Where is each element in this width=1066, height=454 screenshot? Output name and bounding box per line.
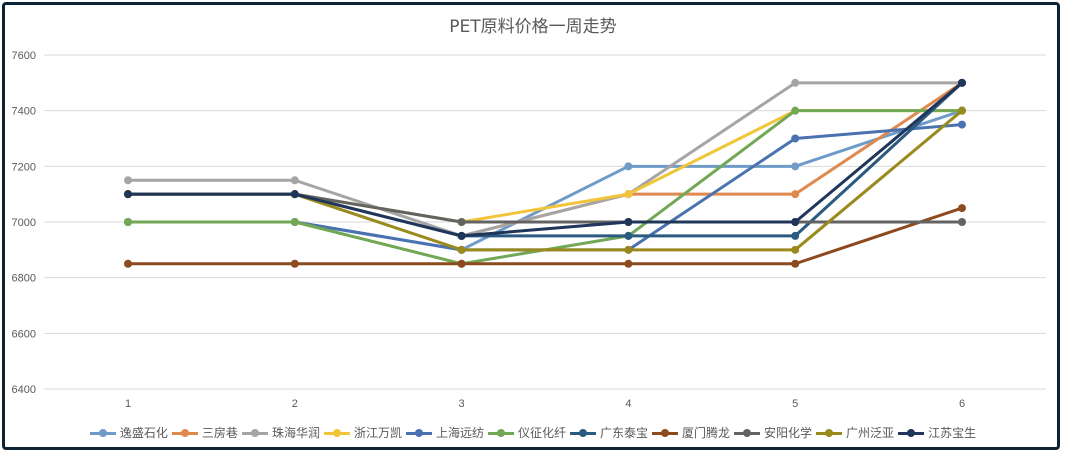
- data-point-marker: [290, 190, 299, 199]
- legend-line-marker-icon: [652, 428, 679, 438]
- legend-item: 珠海华润: [241, 424, 320, 441]
- series-line: [124, 120, 966, 254]
- legend-label: 厦门腾龙: [682, 426, 731, 440]
- legend-line-marker-icon: [405, 428, 432, 438]
- legend-line-marker-icon: [816, 428, 843, 438]
- legend-item: 浙江万凯: [323, 424, 402, 441]
- legend-line-marker-icon: [89, 428, 116, 438]
- x-tick-label: 5: [792, 398, 798, 410]
- legend-line-marker-icon: [323, 428, 350, 438]
- data-point-marker: [457, 231, 466, 240]
- legend-line-marker-icon: [241, 428, 268, 438]
- data-point-marker: [124, 218, 132, 226]
- data-point-marker: [791, 106, 800, 115]
- y-tick-label: 6400: [12, 384, 36, 396]
- legend-item: 上海远纺: [405, 424, 484, 441]
- legend-item: 仪征化纤: [487, 424, 566, 441]
- data-point-marker: [290, 176, 299, 185]
- legend-item: 逸盛石化: [89, 424, 168, 441]
- legend-line-marker-icon: [487, 428, 514, 438]
- x-tick-label: 1: [125, 398, 131, 410]
- legend-label: 逸盛石化: [119, 426, 168, 440]
- legend-label: 仪征化纤: [517, 426, 566, 440]
- legend-label: 珠海华润: [271, 426, 320, 440]
- data-point-marker: [791, 218, 800, 226]
- series-line: [124, 204, 966, 268]
- data-point-marker: [624, 162, 633, 171]
- data-point-marker: [624, 218, 633, 226]
- data-point-marker: [624, 245, 633, 254]
- data-point-marker: [791, 162, 800, 171]
- data-point-marker: [457, 245, 466, 254]
- series-line: [124, 106, 966, 268]
- data-point-marker: [791, 78, 800, 87]
- series-line: [124, 78, 966, 240]
- chart-title: PET原料价格一周走势: [449, 17, 617, 37]
- data-point-marker: [624, 259, 633, 268]
- y-tick-label: 7000: [12, 217, 36, 229]
- legend-item: 江苏宝生: [898, 424, 976, 441]
- data-point-marker: [958, 120, 966, 129]
- y-tick-label: 7600: [12, 50, 36, 62]
- legend-label: 上海远纺: [435, 426, 484, 440]
- data-point-marker: [958, 204, 966, 213]
- data-point-marker: [124, 176, 132, 185]
- legend-item: 安阳化学: [734, 424, 812, 441]
- legend-label: 广州泛亚: [846, 426, 895, 440]
- y-tick-label: 7200: [12, 161, 36, 173]
- data-point-marker: [791, 134, 800, 143]
- legend-label: 三房巷: [201, 426, 238, 440]
- legend-label: 浙江万凯: [353, 426, 402, 440]
- data-point-marker: [958, 78, 966, 87]
- x-tick-label: 2: [292, 398, 298, 410]
- legend-item: 广州泛亚: [816, 424, 894, 441]
- data-point-marker: [624, 190, 633, 199]
- data-point-marker: [791, 190, 800, 199]
- legend-item: 厦门腾龙: [652, 424, 730, 441]
- data-point-marker: [958, 106, 966, 115]
- y-tick-label: 7400: [12, 106, 36, 118]
- legend-label: 广东泰宝: [600, 426, 649, 440]
- legend-line-marker-icon: [570, 428, 596, 438]
- legend-label: 安阳化学: [764, 426, 813, 440]
- data-point-marker: [124, 190, 132, 199]
- legend-line-marker-icon: [171, 428, 198, 438]
- data-point-marker: [791, 245, 800, 254]
- data-point-marker: [290, 259, 299, 268]
- data-point-marker: [958, 218, 966, 226]
- chart-legend: 逸盛石化 三房巷 珠海华润 浙江万凯 上海远纺 仪征化纤 广东泰宝 厦门腾龙 安阳化学 广州泛亚 江…: [0, 424, 1066, 441]
- data-point-marker: [457, 218, 466, 226]
- data-point-marker: [791, 231, 800, 240]
- y-tick-label: 6600: [12, 328, 36, 340]
- legend-line-marker-icon: [898, 428, 925, 438]
- legend-item: 广东泰宝: [570, 424, 648, 441]
- legend-item: 三房巷: [171, 424, 238, 441]
- data-point-marker: [290, 218, 299, 226]
- x-tick-label: 6: [959, 398, 965, 410]
- x-tick-label: 4: [625, 398, 631, 410]
- legend-label: 江苏宝生: [928, 426, 977, 440]
- data-point-marker: [124, 259, 132, 268]
- chart-frame: [2, 2, 1060, 450]
- legend-line-marker-icon: [734, 428, 761, 438]
- y-tick-label: 6800: [12, 273, 36, 285]
- data-point-marker: [457, 259, 466, 268]
- x-tick-label: 3: [459, 398, 465, 410]
- series-line: [124, 78, 966, 240]
- data-point-marker: [791, 259, 800, 268]
- data-point-marker: [624, 231, 633, 240]
